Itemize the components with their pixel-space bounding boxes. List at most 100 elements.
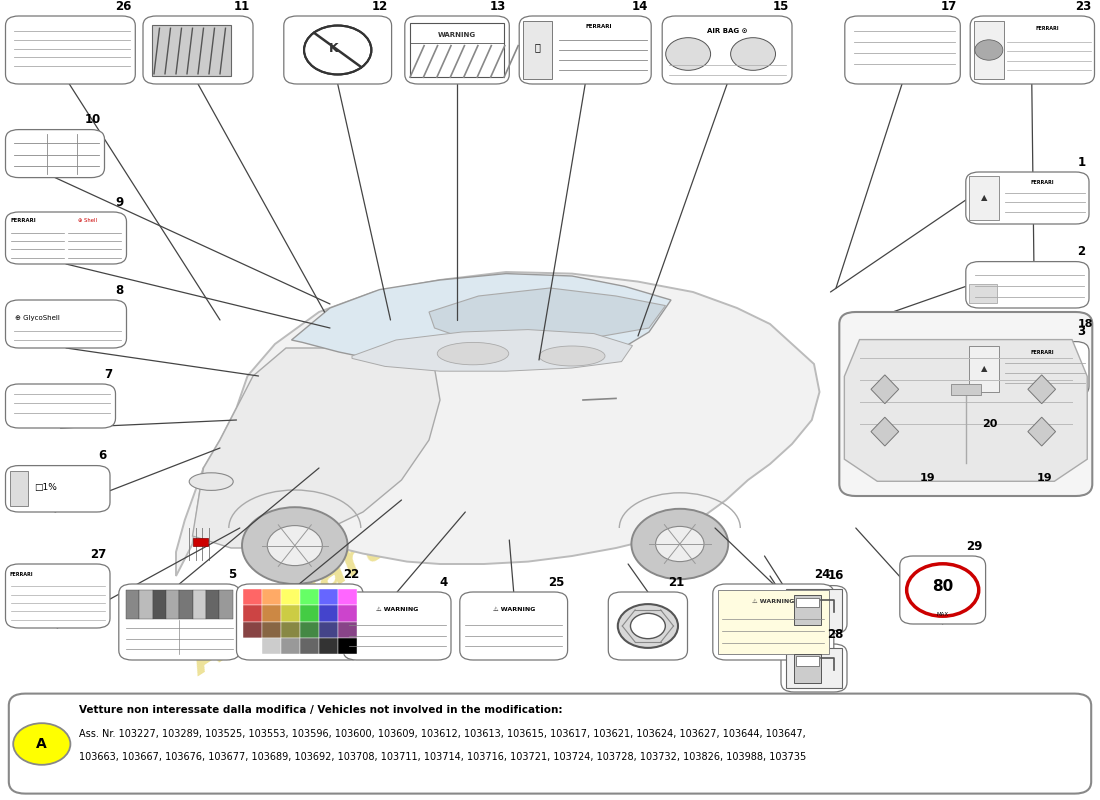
Bar <box>219 590 232 619</box>
Text: 3: 3 <box>1078 326 1086 338</box>
FancyBboxPatch shape <box>236 584 363 660</box>
Text: FERRARI: FERRARI <box>1031 180 1054 185</box>
Polygon shape <box>292 274 671 366</box>
Bar <box>338 622 356 638</box>
Text: ⊕ Shell: ⊕ Shell <box>78 218 97 223</box>
Text: 20: 20 <box>982 419 998 429</box>
Bar <box>969 284 997 303</box>
Circle shape <box>618 604 678 648</box>
Bar <box>10 471 29 506</box>
Bar <box>192 538 208 546</box>
Text: 17: 17 <box>940 0 957 13</box>
Text: AIR BAG ⊙: AIR BAG ⊙ <box>707 28 747 34</box>
Text: 103663, 103667, 103676, 103677, 103689, 103692, 103708, 103711, 103714, 103716, : 103663, 103667, 103676, 103677, 103689, … <box>79 752 806 762</box>
Text: 80: 80 <box>932 579 954 594</box>
Text: 21: 21 <box>668 576 684 589</box>
FancyBboxPatch shape <box>6 16 135 84</box>
Polygon shape <box>1027 418 1056 446</box>
Ellipse shape <box>189 473 233 490</box>
Polygon shape <box>845 339 1087 482</box>
Circle shape <box>730 38 776 70</box>
Polygon shape <box>871 418 899 446</box>
Circle shape <box>666 38 711 70</box>
Text: ▲: ▲ <box>981 194 988 202</box>
Text: 9: 9 <box>114 196 123 209</box>
Text: 16: 16 <box>827 570 844 582</box>
FancyBboxPatch shape <box>6 212 126 264</box>
FancyBboxPatch shape <box>9 694 1091 794</box>
Bar <box>280 606 299 622</box>
FancyBboxPatch shape <box>966 342 1089 396</box>
Text: Autoparts since 1985: Autoparts since 1985 <box>183 357 653 683</box>
Circle shape <box>656 526 704 562</box>
Text: 27: 27 <box>90 548 107 561</box>
Bar <box>206 590 219 619</box>
Bar <box>974 22 1004 78</box>
Bar <box>280 638 299 654</box>
Circle shape <box>13 723 70 765</box>
Bar <box>795 598 820 607</box>
Bar <box>299 622 319 638</box>
Text: A: A <box>36 737 47 751</box>
Text: 10: 10 <box>85 114 101 126</box>
Text: ⚠ WARNING: ⚠ WARNING <box>752 599 794 604</box>
Bar <box>243 590 262 606</box>
Bar <box>410 22 504 78</box>
FancyBboxPatch shape <box>405 16 509 84</box>
FancyBboxPatch shape <box>143 16 253 84</box>
FancyBboxPatch shape <box>781 586 847 634</box>
Polygon shape <box>871 375 899 404</box>
FancyBboxPatch shape <box>6 300 126 348</box>
FancyBboxPatch shape <box>900 556 986 624</box>
Bar <box>166 590 179 619</box>
Bar <box>280 622 299 638</box>
Bar <box>950 384 981 394</box>
Text: 12: 12 <box>372 0 388 13</box>
Bar <box>192 590 206 619</box>
Text: ⚠ WARNING: ⚠ WARNING <box>493 607 535 612</box>
Polygon shape <box>429 288 666 341</box>
Text: Vetture non interessate dalla modifica / Vehicles not involved in the modificati: Vetture non interessate dalla modifica /… <box>79 705 563 714</box>
Text: FERRARI: FERRARI <box>585 24 612 29</box>
Text: 15: 15 <box>772 0 789 13</box>
Bar <box>152 25 231 76</box>
Text: 🐴: 🐴 <box>535 42 540 53</box>
Text: 7: 7 <box>104 368 112 381</box>
Bar <box>153 590 166 619</box>
Bar <box>179 590 192 619</box>
Text: 25: 25 <box>548 576 564 589</box>
FancyBboxPatch shape <box>6 564 110 628</box>
Ellipse shape <box>438 342 508 365</box>
Bar <box>319 590 338 606</box>
FancyBboxPatch shape <box>781 644 847 692</box>
Bar <box>794 595 821 625</box>
Polygon shape <box>192 348 440 548</box>
FancyBboxPatch shape <box>662 16 792 84</box>
Bar <box>794 654 821 683</box>
Text: WARNING: WARNING <box>438 32 476 38</box>
FancyBboxPatch shape <box>519 16 651 84</box>
Text: K: K <box>329 42 338 55</box>
FancyBboxPatch shape <box>713 584 834 660</box>
Text: FERRARI: FERRARI <box>10 218 36 223</box>
Text: FERRARI: FERRARI <box>1031 350 1054 354</box>
Text: 23: 23 <box>1075 0 1091 13</box>
Bar <box>126 590 140 619</box>
FancyBboxPatch shape <box>6 384 115 428</box>
Bar <box>280 590 299 606</box>
Bar <box>262 622 280 638</box>
Text: 24: 24 <box>814 568 830 581</box>
Bar <box>299 590 319 606</box>
Bar <box>299 638 319 654</box>
Ellipse shape <box>539 346 605 366</box>
Text: ⚠ WARNING: ⚠ WARNING <box>376 607 418 612</box>
Text: FERRARI: FERRARI <box>1035 26 1059 31</box>
Polygon shape <box>1027 375 1056 404</box>
Bar <box>262 606 280 622</box>
Circle shape <box>267 526 322 566</box>
Text: 28: 28 <box>827 628 844 641</box>
Bar <box>786 590 842 630</box>
Text: 6: 6 <box>99 450 107 462</box>
Text: 11: 11 <box>233 0 250 13</box>
FancyBboxPatch shape <box>6 130 104 178</box>
